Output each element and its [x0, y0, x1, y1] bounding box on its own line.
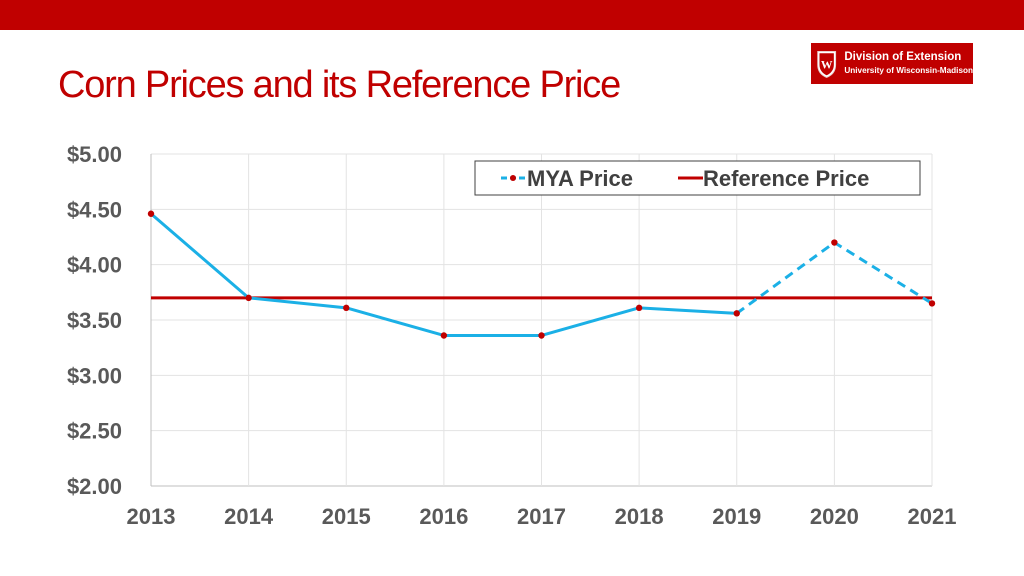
mya-price-point [733, 310, 740, 317]
y-tick-label: $2.00 [67, 474, 122, 499]
chart-series [147, 210, 936, 339]
slide-title: Corn Prices and its Reference Price [58, 64, 621, 106]
x-tick-label: 2017 [517, 504, 566, 529]
x-tick-label: 2013 [127, 504, 176, 529]
legend-label-mya: MYA Price [527, 166, 633, 191]
logo-line-university: University of Wisconsin-Madison [844, 65, 973, 75]
mya-price-point [147, 210, 155, 217]
mya-price-point [343, 304, 350, 312]
y-tick-label: $3.50 [67, 308, 122, 333]
mya-price-point [440, 332, 448, 339]
svg-text:W: W [821, 58, 833, 71]
x-tick-label: 2019 [712, 504, 761, 529]
y-axis-labels: $5.00 $4.50 $4.00 $3.50 $3.00 $2.50 $2.00 [67, 142, 122, 499]
mya-price-point [928, 300, 936, 307]
legend-mya-marker [510, 175, 516, 181]
uw-crest-icon: W [817, 50, 837, 78]
y-tick-label: $4.00 [67, 253, 122, 278]
x-axis-labels: 2013 2014 2015 2016 2017 2018 2019 2020 2021 [127, 504, 957, 529]
x-tick-label: 2015 [322, 504, 371, 529]
mya-price-point [245, 294, 252, 302]
x-tick-label: 2021 [908, 504, 957, 529]
legend-label-reference: Reference Price [703, 166, 869, 191]
top-accent-bar [0, 0, 1024, 30]
chart-legend: MYA Price Reference Price [474, 160, 921, 196]
y-tick-label: $5.00 [67, 142, 122, 167]
logo-line-division: Division of Extension [844, 50, 962, 63]
mya-price-point [831, 239, 838, 246]
x-tick-label: 2014 [224, 504, 274, 529]
x-tick-label: 2016 [419, 504, 468, 529]
chart-grid [150, 153, 933, 487]
mya-price-point [635, 304, 643, 312]
y-tick-label: $4.50 [67, 197, 122, 222]
x-tick-label: 2020 [810, 504, 859, 529]
x-tick-label: 2018 [615, 504, 664, 529]
extension-logo: W Division of Extension University of Wi… [811, 43, 973, 84]
y-tick-label: $2.50 [67, 419, 122, 444]
mya-price-point [538, 332, 545, 339]
y-tick-label: $3.00 [67, 363, 122, 388]
